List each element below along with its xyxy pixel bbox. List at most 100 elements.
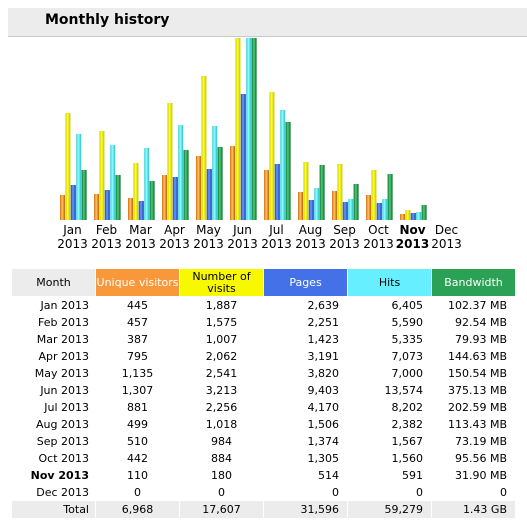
bar-hits-may <box>212 126 218 220</box>
cell-month: Aug 2013 <box>36 417 89 431</box>
bar-visits-jan <box>65 113 71 220</box>
cell-pages: 1,374 <box>307 434 340 448</box>
bar-bandwidth-mar <box>149 181 155 220</box>
x-tick-year: 2013 <box>295 237 326 251</box>
bar-visitors-feb <box>94 194 99 220</box>
x-tick-year: 2013 <box>363 237 394 251</box>
cell-visits: 17,607 <box>180 501 263 518</box>
cell-visits: 1,018 <box>205 417 238 431</box>
header-pages: Pages <box>264 269 347 296</box>
cell-visits: 984 <box>211 434 232 448</box>
x-tick-month: Jul <box>268 223 283 237</box>
cell-bandwidth: 102.37 MB <box>447 298 507 312</box>
x-tick-year: 2013 <box>57 237 88 251</box>
cell-bandwidth: 144.63 MB <box>447 349 507 363</box>
table-row: Apr 2013 795 2,062 3,191 7,073 144.63 MB <box>12 348 515 364</box>
bar-visits-oct <box>371 170 377 220</box>
cell-visitors: 457 <box>127 315 148 329</box>
cell-bandwidth: 73.19 MB <box>454 434 507 448</box>
table-header-row: Month Unique visitors Number of visits P… <box>12 269 515 296</box>
bar-hits-feb <box>110 145 116 220</box>
table-row: Nov 2013 110 180 514 591 31.90 MB <box>12 467 515 483</box>
x-tick-year: 2013 <box>261 237 292 251</box>
cell-bandwidth: 31.90 MB <box>454 468 507 482</box>
cell-pages: 1,423 <box>307 332 340 346</box>
header-month: Month <box>12 269 95 296</box>
bar-visits-jun <box>235 38 241 220</box>
cell-pages: 0 <box>332 485 339 499</box>
bar-pages-nov <box>410 213 416 220</box>
cell-pages: 4,170 <box>307 400 340 414</box>
cell-month: Jul 2013 <box>44 400 89 414</box>
cell-visits: 2,256 <box>205 400 238 414</box>
table-row: Aug 2013 499 1,018 1,506 2,382 113.43 MB <box>12 416 515 432</box>
cell-pages: 9,403 <box>307 383 340 397</box>
bar-bandwidth-jun <box>251 38 257 220</box>
cell-visits: 3,213 <box>205 383 238 397</box>
cell-visitors: 387 <box>127 332 148 346</box>
x-tick-month: Jun <box>232 223 252 237</box>
cell-visitors: 795 <box>127 349 148 363</box>
x-tick-year: 2013 <box>125 237 156 251</box>
cell-visitors: 881 <box>127 400 148 414</box>
section-header-strip <box>8 8 477 34</box>
bar-bandwidth-oct <box>387 174 393 220</box>
cell-month: Sep 2013 <box>36 434 89 448</box>
bar-visits-jul <box>269 92 275 220</box>
bar-hits-jan <box>76 134 82 220</box>
cell-hits: 7,000 <box>391 366 424 380</box>
cell-hits: 1,560 <box>391 451 424 465</box>
bar-pages-sep <box>342 202 348 220</box>
cell-bandwidth: 0 <box>500 485 507 499</box>
cell-visitors: 445 <box>127 298 148 312</box>
table-row: Sep 2013 510 984 1,374 1,567 73.19 MB <box>12 433 515 449</box>
header-hits: Hits <box>348 269 431 296</box>
table-row: Dec 2013 0 0 0 0 0 <box>12 484 515 500</box>
bar-visitors-oct <box>366 195 371 220</box>
x-tick-year: 2013 <box>227 237 258 251</box>
section-header: Monthly history <box>8 8 527 34</box>
bar-visitors-jun <box>230 146 235 220</box>
cell-visits: 180 <box>211 468 232 482</box>
x-tick-month: Sep <box>333 223 356 237</box>
cell-visits: 1,575 <box>205 315 238 329</box>
bar-hits-oct <box>382 199 388 220</box>
header-unique-visitors: Unique visitors <box>96 269 179 296</box>
cell-month: Total <box>12 501 95 518</box>
table-row: Jan 2013 445 1,887 2,639 6,405 102.37 MB <box>12 297 515 313</box>
bar-visitors-jan <box>60 195 65 220</box>
bar-bandwidth-jan <box>81 170 87 220</box>
section-header-rule <box>8 34 527 37</box>
cell-bandwidth: 202.59 MB <box>447 400 507 414</box>
cell-visits: 1,007 <box>205 332 238 346</box>
bar-hits-jul <box>280 110 286 220</box>
bar-visitors-aug <box>298 192 303 220</box>
bar-hits-aug <box>314 188 320 220</box>
bar-bandwidth-nov <box>421 205 427 220</box>
bar-bandwidth-may <box>217 147 223 220</box>
cell-visits: 0 <box>218 485 225 499</box>
cell-hits: 8,202 <box>391 400 424 414</box>
bar-visitors-mar <box>128 198 133 220</box>
cell-visitors: 1,307 <box>121 383 154 397</box>
bar-pages-feb <box>104 190 110 220</box>
cell-hits: 1,567 <box>391 434 424 448</box>
cell-hits: 6,405 <box>391 298 424 312</box>
bar-bandwidth-feb <box>115 175 121 220</box>
cell-pages: 1,305 <box>307 451 340 465</box>
cell-month: May 2013 <box>34 366 89 380</box>
table-row: Mar 2013 387 1,007 1,423 5,335 79.93 MB <box>12 331 515 347</box>
bar-visitors-nov <box>400 214 405 220</box>
x-tick-year: 2013 <box>396 237 429 251</box>
bar-pages-oct <box>376 203 382 220</box>
cell-month: Jan 2013 <box>40 298 89 312</box>
cell-visits: 2,541 <box>205 366 238 380</box>
bar-hits-mar <box>144 148 150 220</box>
cell-hits: 5,590 <box>391 315 424 329</box>
cell-hits: 591 <box>402 468 423 482</box>
bar-hits-nov <box>416 212 422 220</box>
bar-visits-mar <box>133 163 139 220</box>
cell-month: Feb 2013 <box>38 315 89 329</box>
cell-month: Oct 2013 <box>38 451 89 465</box>
table-body: Jan 2013 445 1,887 2,639 6,405 102.37 MB Feb 2… <box>12 297 515 518</box>
